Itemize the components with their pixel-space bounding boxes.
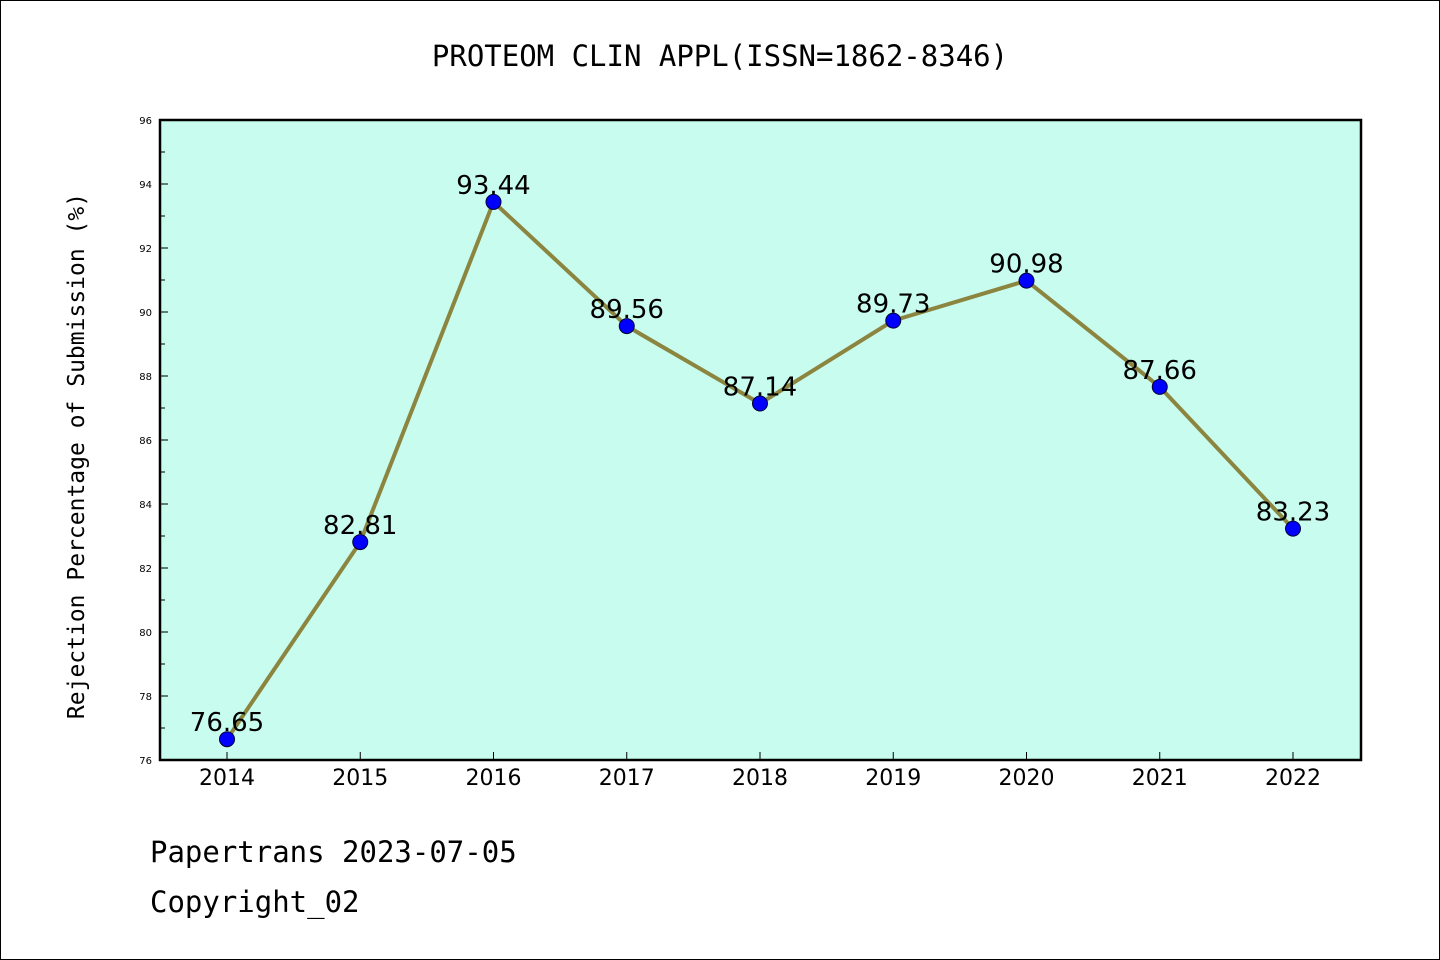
y-tick-label: 78 (139, 692, 152, 703)
x-tick-label: 2022 (1265, 766, 1321, 791)
y-tick-label: 90 (139, 308, 152, 319)
x-tick-label: 2020 (999, 766, 1055, 791)
data-point (885, 312, 902, 329)
x-axis: 2014 2015 2016 2017 2018 2019 2020 2021 2022 (199, 752, 1321, 791)
x-tick-label: 2017 (599, 766, 655, 791)
x-tick-label: 2019 (865, 766, 921, 791)
data-point (1151, 378, 1168, 395)
data-point (752, 395, 768, 412)
y-axis-label: Rejection Percentage of Submission (%) (64, 193, 90, 719)
copyright-text: Copyright_02 (150, 885, 360, 919)
x-tick-label: 2018 (732, 766, 788, 791)
data-point (219, 731, 235, 748)
source-date-text: Papertrans 2023-07-05 (150, 835, 517, 869)
data-point (352, 534, 369, 551)
y-tick-label: 96 (139, 116, 152, 127)
data-point (485, 193, 502, 210)
series-layer: 76.6582.8193.4489.5687.1489.7390.9887.66… (190, 171, 1330, 748)
y-tick-label: 76 (139, 756, 152, 767)
data-point (1285, 520, 1301, 537)
y-tick-label: 84 (139, 500, 152, 511)
chart-title: PROTEOM CLIN APPL(ISSN=1862-8346) (432, 39, 1008, 73)
x-tick-label: 2016 (466, 766, 522, 791)
y-tick-label: 88 (139, 372, 152, 383)
x-tick-label: 2015 (332, 766, 388, 791)
y-tick-label: 80 (139, 628, 152, 639)
x-tick-label: 2014 (199, 766, 255, 791)
y-tick-label: 86 (139, 436, 152, 447)
y-tick-label: 92 (139, 244, 152, 255)
data-point (618, 318, 635, 335)
y-tick-label: 82 (139, 564, 152, 575)
y-axis: 76 78 80 82 84 86 88 90 92 94 96 (139, 116, 168, 767)
data-point (1018, 272, 1035, 289)
x-tick-label: 2021 (1132, 766, 1188, 791)
y-tick-label: 94 (139, 180, 152, 191)
plot-area (158, 118, 1363, 762)
